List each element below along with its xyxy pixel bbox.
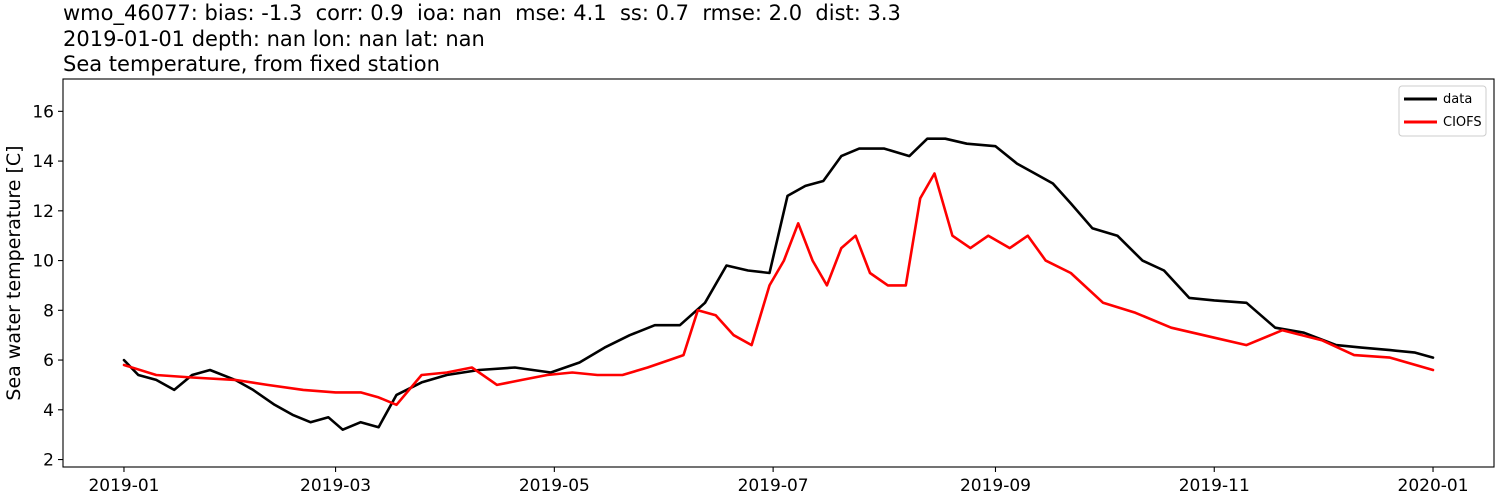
series-line-ciofs — [122, 172, 1435, 407]
y-tick-label-1: 4 — [43, 401, 54, 421]
x-tick-label-5: 2019-11 — [1179, 476, 1250, 496]
x-tick-label-3: 2019-07 — [738, 476, 809, 496]
y-axis-label: Sea water temperature [C] — [3, 145, 25, 400]
legend-label-ciofs: CIOFS — [1443, 115, 1482, 130]
y-tick-label-2: 6 — [43, 351, 54, 371]
y-tick-label-6: 14 — [32, 152, 54, 172]
y-tick-label-3: 8 — [43, 301, 54, 321]
title-line-stats: wmo_46077: bias: -1.3 corr: 0.9 ioa: nan… — [63, 1, 901, 25]
y-tick-label-5: 12 — [32, 202, 54, 222]
y-tick-label-4: 10 — [32, 252, 54, 272]
x-axis: 2019-01 2019-03 2019-05 2019-07 2019-09 2019-… — [88, 467, 1469, 496]
plot-frame — [62, 78, 1495, 468]
y-tick-label-7: 16 — [32, 102, 54, 122]
chart-title: wmo_46077: bias: -1.3 corr: 0.9 ioa: nan… — [63, 1, 901, 78]
x-tick-label-4: 2019-09 — [960, 476, 1031, 496]
title-line-description: Sea temperature, from fixed station — [63, 52, 440, 76]
legend: data CIOFS — [1398, 85, 1487, 137]
y-tick-label-0: 2 — [43, 451, 54, 471]
x-tick-label-1: 2019-03 — [300, 476, 371, 496]
x-tick-label-6: 2020-01 — [1398, 476, 1469, 496]
series-line-data — [122, 137, 1435, 432]
x-tick-label-0: 2019-01 — [88, 476, 159, 496]
legend-label-data: data — [1443, 92, 1472, 107]
title-line-location: 2019-01-01 depth: nan lon: nan lat: nan — [63, 26, 485, 51]
x-tick-label-2: 2019-05 — [519, 476, 590, 496]
series-layer — [122, 137, 1435, 432]
y-axis: 2 4 6 8 10 12 14 16 — [32, 102, 63, 471]
